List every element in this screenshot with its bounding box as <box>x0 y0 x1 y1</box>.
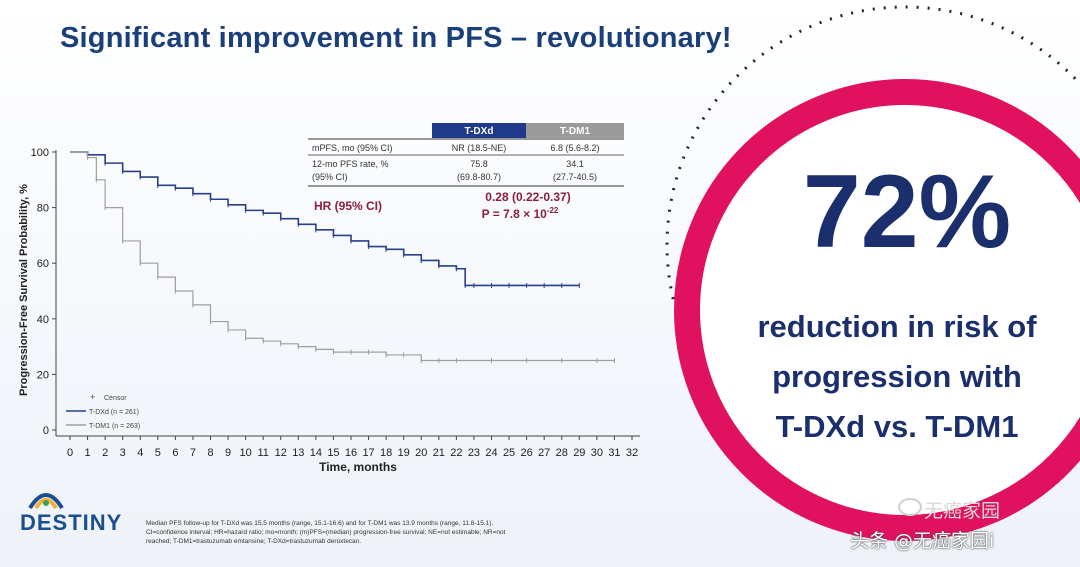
x-tick-label: 17 <box>362 447 374 459</box>
x-tick-label: 15 <box>327 447 339 459</box>
footnote-line-3: reached; T-DM1=trastuzumab emtansine; T-… <box>146 538 362 545</box>
x-tick-label: 27 <box>538 447 550 459</box>
x-tick-label: 13 <box>292 447 304 459</box>
table-row-2-tdxd: 75.8 <box>470 159 488 169</box>
table-row-2-tdm1-ci: (27.7-40.5) <box>553 172 597 182</box>
table-header-tdm1 <box>526 123 624 138</box>
table-row-1-tdxd: NR (18.5-NE) <box>452 143 507 153</box>
y-ticks: 0 20 40 60 80 100 <box>31 147 56 437</box>
x-tick-label: 2 <box>102 447 108 459</box>
table-row-2-tdm1: 34.1 <box>566 159 584 169</box>
callout-line-1: reduction in risk of <box>757 309 1037 344</box>
results-table: T-DXd T-DM1 mPFS, mo (95% CI) NR (18.5-N… <box>308 123 624 221</box>
series-line-tdxd <box>70 151 580 287</box>
x-tick-label: 32 <box>626 447 638 459</box>
legend-label-tdxd: T-DXd (n = 261) <box>89 409 139 416</box>
callout-line-2: progression with <box>772 359 1022 394</box>
x-tick-label: 10 <box>240 447 252 459</box>
table-header-tdxd <box>432 123 526 138</box>
x-tick-label: 18 <box>380 447 392 459</box>
x-tick-label: 29 <box>573 447 585 459</box>
x-tick-label: 23 <box>468 447 480 459</box>
hr-label: HR (95% CI) <box>314 199 382 213</box>
table-header-tdxd-label: T-DXd <box>465 126 494 137</box>
chart-legend: + Censor T-DXd (n = 261) T-DM1 (n = 263) <box>66 392 140 430</box>
x-tick-label: 0 <box>67 447 73 459</box>
footnote-line-2: CI=confidence interval; HR=hazard ratio;… <box>146 529 506 536</box>
footnote: Median PFS follow-up for T-DXd was 15.5 … <box>146 519 646 546</box>
page-title: Significant improvement in PFS – revolut… <box>60 22 732 54</box>
series-line-tdm1 <box>70 151 615 362</box>
watermark-faint: 无癌家园 <box>924 500 1001 522</box>
x-tick-label: 16 <box>345 447 357 459</box>
x-tick-label: 6 <box>172 447 178 459</box>
x-tick-label: 7 <box>190 447 196 459</box>
table-row-1-label: mPFS, mo (95% CI) <box>312 143 393 153</box>
callout-text: reduction in risk of progression with T-… <box>732 302 1062 452</box>
y-tick-label: 40 <box>37 314 49 326</box>
x-tick-label: 22 <box>450 447 462 459</box>
x-tick-label: 4 <box>137 447 143 459</box>
legend-label-tdm1: T-DM1 (n = 263) <box>89 423 140 430</box>
x-tick-label: 8 <box>207 447 213 459</box>
x-tick-label: 3 <box>120 447 126 459</box>
callout-line-3: T-DXd vs. T-DM1 <box>775 409 1019 444</box>
x-tick-label: 19 <box>398 447 410 459</box>
series-lines <box>70 151 615 363</box>
y-tick-label: 80 <box>37 203 49 215</box>
x-axis-label: Time, months <box>319 460 397 474</box>
y-axis-label: Progression-Free Survival Probability, % <box>18 184 30 396</box>
p-value: P = 7.8 × 10-22 <box>482 206 559 221</box>
x-tick-label: 9 <box>225 447 231 459</box>
x-tick-label: 24 <box>485 447 497 459</box>
table-row-1-tdm1: 6.8 (5.6-8.2) <box>550 143 599 153</box>
x-tick-label: 11 <box>257 447 268 459</box>
legend-censor-label: Censor <box>104 395 127 402</box>
table-row-2-label-ci: (95% CI) <box>312 172 348 182</box>
table-header-tdm1-label: T-DM1 <box>560 126 590 137</box>
x-tick-label: 1 <box>85 447 91 459</box>
x-tick-label: 31 <box>608 447 620 459</box>
y-tick-label: 100 <box>31 147 49 159</box>
x-tick-label: 25 <box>503 447 515 459</box>
footnote-line-1: Median PFS follow-up for T-DXd was 15.5 … <box>146 520 494 527</box>
x-tick-label: 20 <box>415 447 427 459</box>
table-row-2-label: 12-mo PFS rate, % <box>312 159 389 169</box>
destiny-logo-mark <box>28 493 64 510</box>
y-tick-label: 20 <box>37 369 49 381</box>
x-tick-label: 30 <box>591 447 603 459</box>
p-value-base: P = 7.8 × 10 <box>482 207 547 221</box>
p-value-exponent: -22 <box>547 206 559 215</box>
callout-ring <box>674 79 1080 541</box>
watermark-icon <box>898 498 922 516</box>
hr-value: 0.28 (0.22-0.37) <box>485 190 570 204</box>
x-tick-label: 12 <box>275 447 287 459</box>
table-row-2-tdxd-ci: (69.8-80.7) <box>457 172 501 182</box>
y-tick-label: 60 <box>37 258 49 270</box>
destiny-logo-text: DESTINY <box>20 510 123 535</box>
x-tick-label: 21 <box>433 447 445 459</box>
y-tick-label: 0 <box>43 425 49 437</box>
x-tick-label: 5 <box>155 447 161 459</box>
callout-percent: 72% <box>802 154 1012 270</box>
x-tick-label: 14 <box>310 447 322 459</box>
watermark-main: 头条 @无癌家园i <box>850 530 995 552</box>
x-ticks: 0 1 2 3 4 5 6 7 8 9 10 11 12 13 14 15 16 17 18 19 20 21 22 23 24… <box>67 436 638 459</box>
legend-censor-mark: + <box>90 392 95 402</box>
x-tick-label: 26 <box>521 447 533 459</box>
x-tick-label: 28 <box>556 447 568 459</box>
